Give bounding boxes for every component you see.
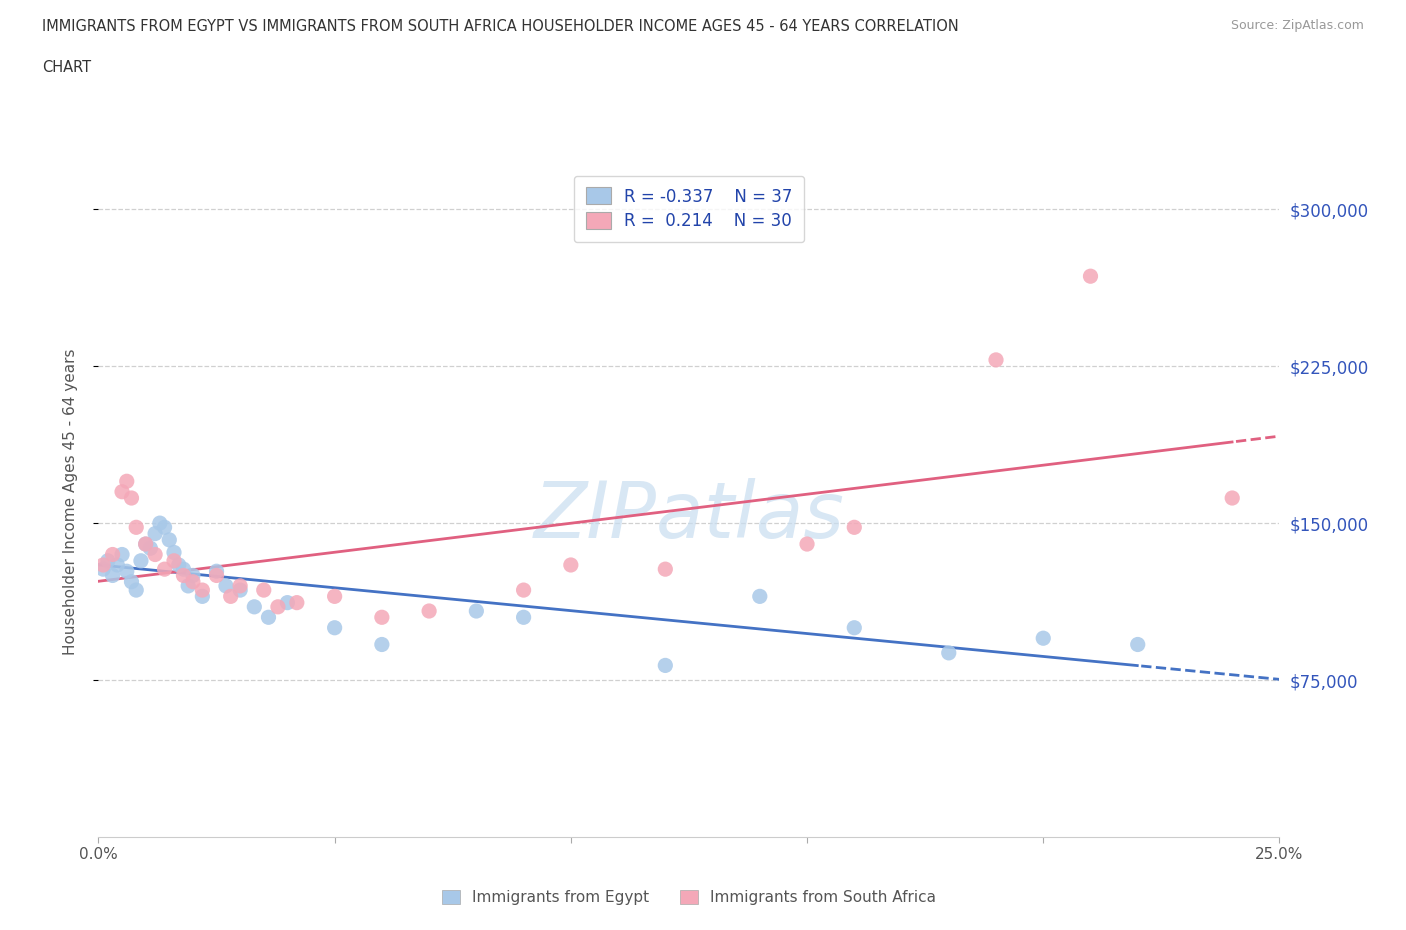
Point: [181, 575, 204, 590]
Point: [167, 558, 190, 573]
Point: [654, 562, 676, 577]
Point: [125, 520, 148, 535]
Point: [135, 537, 157, 551]
Point: [243, 600, 266, 615]
Point: [984, 352, 1007, 367]
Point: [139, 541, 162, 556]
Point: [1126, 637, 1149, 652]
Text: ZIPatlas: ZIPatlas: [533, 478, 845, 553]
Point: [257, 610, 280, 625]
Y-axis label: Householder Income Ages 45 - 64 years: Householder Income Ages 45 - 64 years: [63, 349, 77, 656]
Point: [121, 491, 143, 506]
Point: [215, 578, 238, 593]
Point: [285, 595, 308, 610]
Point: [115, 474, 138, 489]
Point: [157, 532, 180, 547]
Point: [105, 558, 128, 573]
Point: [323, 589, 346, 604]
Point: [205, 568, 228, 583]
Point: [91, 558, 114, 573]
Point: [1080, 269, 1102, 284]
Point: [229, 578, 252, 593]
Point: [1032, 631, 1054, 645]
Point: [465, 604, 488, 618]
Point: [129, 553, 152, 568]
Point: [748, 589, 770, 604]
Point: [121, 575, 143, 590]
Legend: R = -0.337    N = 37, R =  0.214    N = 30: R = -0.337 N = 37, R = 0.214 N = 30: [574, 176, 804, 242]
Text: Source: ZipAtlas.com: Source: ZipAtlas.com: [1230, 19, 1364, 32]
Point: [191, 582, 214, 598]
Point: [115, 564, 138, 578]
Point: [143, 547, 166, 562]
Point: [125, 582, 148, 598]
Point: [512, 582, 534, 598]
Point: [253, 582, 276, 598]
Point: [153, 520, 176, 535]
Point: [938, 645, 960, 660]
Point: [111, 485, 134, 499]
Point: [101, 547, 124, 562]
Point: [560, 558, 582, 573]
Point: [323, 620, 346, 635]
Text: CHART: CHART: [42, 60, 91, 75]
Point: [191, 589, 214, 604]
Legend: Immigrants from Egypt, Immigrants from South Africa: Immigrants from Egypt, Immigrants from S…: [434, 883, 943, 913]
Point: [172, 568, 194, 583]
Point: [91, 562, 114, 577]
Point: [844, 520, 866, 535]
Point: [512, 610, 534, 625]
Point: [276, 595, 298, 610]
Point: [97, 553, 120, 568]
Point: [229, 582, 252, 598]
Point: [111, 547, 134, 562]
Point: [418, 604, 440, 618]
Point: [219, 589, 242, 604]
Point: [177, 578, 200, 593]
Point: [796, 537, 818, 551]
Point: [143, 526, 166, 541]
Point: [1220, 491, 1243, 506]
Point: [153, 562, 176, 577]
Point: [181, 568, 204, 583]
Point: [371, 637, 394, 652]
Point: [163, 553, 186, 568]
Point: [205, 564, 228, 578]
Point: [101, 568, 124, 583]
Text: IMMIGRANTS FROM EGYPT VS IMMIGRANTS FROM SOUTH AFRICA HOUSEHOLDER INCOME AGES 45: IMMIGRANTS FROM EGYPT VS IMMIGRANTS FROM…: [42, 19, 959, 33]
Point: [267, 600, 290, 615]
Point: [172, 562, 194, 577]
Point: [135, 537, 157, 551]
Point: [371, 610, 394, 625]
Point: [844, 620, 866, 635]
Point: [654, 658, 676, 673]
Point: [163, 545, 186, 560]
Point: [149, 516, 172, 531]
